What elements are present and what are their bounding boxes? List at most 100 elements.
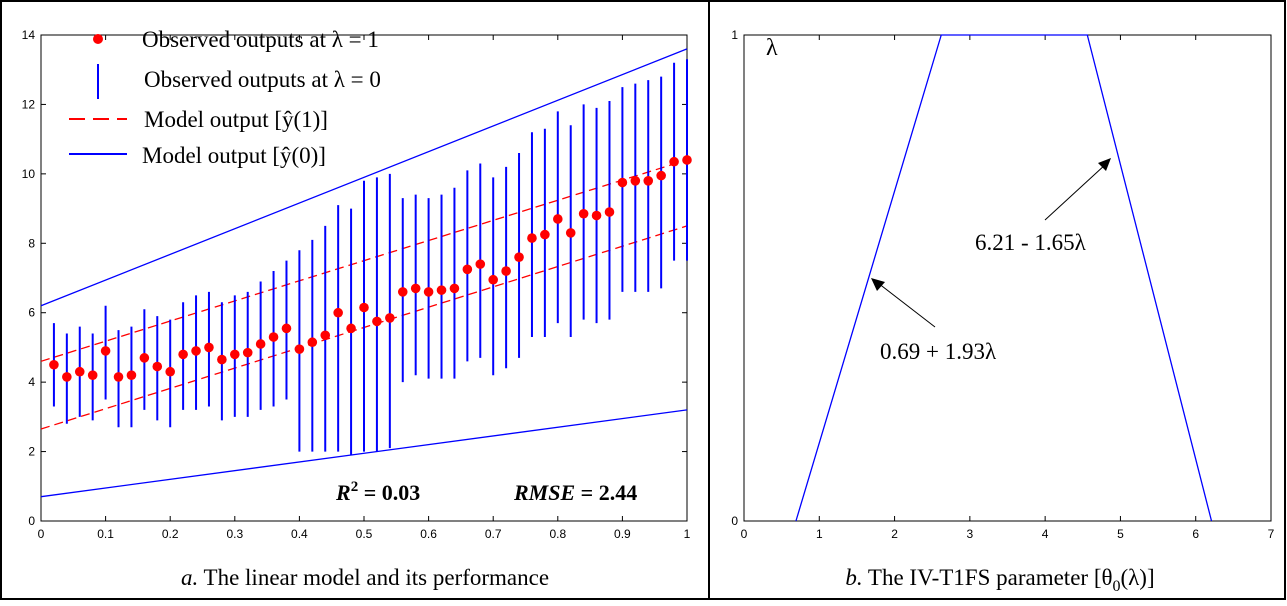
y-tick-label: 0: [28, 514, 35, 528]
observed-1-point: [488, 274, 499, 285]
observed-1-point: [242, 347, 253, 358]
y-tick-label: 8: [28, 236, 35, 250]
rmse-stat: RMSE = 2.44: [513, 480, 637, 505]
observed-1-point: [553, 214, 563, 224]
observed-1-point: [113, 372, 124, 382]
observed-1-point: [591, 210, 602, 221]
r2-value: = 0.03: [358, 480, 420, 505]
panel-b-series: [795, 34, 1213, 522]
legend-observed-0-label: Observed outputs at λ = 0: [144, 67, 381, 92]
observed-1-point: [630, 176, 641, 186]
x-tick-label: 3: [967, 527, 974, 541]
observed-1-point: [669, 156, 679, 167]
observed-1-point: [191, 346, 201, 356]
annotation-left-arrow: [877, 282, 936, 328]
observed-1-point: [656, 170, 666, 181]
observed-1-point: [410, 283, 421, 294]
annotation-left-arrowhead: [871, 278, 885, 291]
y-tick-label: 12: [22, 97, 36, 111]
legend-model-1-label: Model output [ŷ(1)]: [144, 107, 328, 132]
observed-1-point: [230, 349, 240, 360]
observed-1-point: [307, 337, 318, 348]
observed-1-point: [436, 285, 447, 295]
r2-stat: R2 = 0.03: [335, 479, 420, 505]
annotation-right-arrow: [1044, 163, 1107, 221]
observed-1-point: [604, 207, 615, 217]
observed-1-point: [540, 229, 550, 240]
panel-a-caption-text: The linear model and its performance: [198, 565, 549, 590]
x-tick-label: 0.9: [614, 527, 631, 541]
observed-1-point: [320, 330, 331, 341]
x-tick-label: 6: [1192, 527, 1199, 541]
trapezoid-line: [795, 34, 1213, 522]
x-tick-label: 4: [1042, 527, 1049, 541]
panel-a-legend: Observed outputs at λ = 1 Observed outpu…: [69, 27, 381, 168]
annotation-left-label: 0.69 + 1.93λ: [880, 339, 997, 364]
panel-b-axes: 0 1 2 3 4 5 6 7 0 1: [731, 28, 1274, 541]
observed-1-point: [565, 228, 576, 238]
x-tick-label: 0.8: [549, 527, 566, 541]
observed-1-point: [268, 332, 279, 342]
observed-1-point: [617, 177, 628, 188]
r2-label: R: [335, 480, 351, 505]
y-tick-label: 1: [731, 28, 738, 42]
observed-1-point: [578, 208, 589, 219]
observed-1-point: [475, 259, 486, 269]
x-tick-label: 0.7: [485, 527, 502, 541]
observed-1-point: [514, 252, 524, 262]
x-tick-label: 0: [38, 527, 45, 541]
panel-a-caption: a. The linear model and its performance: [181, 565, 549, 590]
panel-b-caption: b. The IV-T1FS parameter [θ0(λ)]: [845, 565, 1154, 595]
annotation-right-arrowhead: [1098, 158, 1111, 171]
panel-a: 0 0.1 0.2 0.3 0.4 0.5 0.6 0.7 0.8 0.9 102468101214…: [22, 27, 692, 590]
x-tick-label: 0.1: [97, 527, 114, 541]
observed-1-point: [178, 349, 188, 360]
observed-1-point: [359, 302, 369, 313]
observed-1-point: [152, 361, 163, 372]
legend-observed-1-marker: [93, 34, 103, 44]
x-tick-label: 7: [1268, 527, 1275, 541]
observed-1-point: [204, 342, 214, 353]
observed-1-point: [74, 366, 85, 377]
observed-1-point: [372, 316, 382, 327]
x-tick-label: 1: [816, 527, 823, 541]
observed-1-point: [643, 176, 654, 186]
x-tick-label: 0.3: [226, 527, 243, 541]
observed-1-point: [527, 233, 537, 243]
x-tick-label: 0.5: [356, 527, 373, 541]
y-tick-label: 2: [28, 445, 35, 459]
observed-1-point: [294, 344, 305, 354]
y-tick-label: 10: [22, 167, 36, 181]
observed-1-point: [139, 353, 150, 363]
observed-1-point: [333, 307, 343, 318]
observed-1-point: [62, 372, 72, 382]
y-tick-label: 0: [731, 514, 738, 528]
y-tick-label: 6: [28, 306, 35, 320]
observed-1-point: [449, 283, 460, 294]
model-0-line: [40, 409, 688, 498]
observed-1-point: [397, 287, 408, 297]
x-tick-label: 0.4: [291, 527, 308, 541]
x-tick-label: 5: [1117, 527, 1124, 541]
observed-1-point: [255, 339, 266, 349]
x-tick-label: 1: [684, 527, 691, 541]
x-tick-label: 0.2: [162, 527, 179, 541]
observed-1-point: [49, 359, 59, 370]
r2-superscript: 2: [351, 479, 359, 495]
panel-a-caption-letter: a.: [181, 565, 198, 590]
rmse-label: RMSE: [513, 480, 575, 505]
panel-b-annotations: 6.21 - 1.65λ 0.69 + 1.93λ: [871, 158, 1111, 364]
observed-1-point: [281, 323, 292, 334]
y-tick-label: 4: [28, 375, 35, 389]
model-0-line: [40, 48, 688, 307]
observed-1-point: [385, 313, 395, 323]
x-tick-label: 0: [741, 527, 748, 541]
rmse-value: = 2.44: [575, 480, 637, 505]
panel-b: 0 1 2 3 4 5 6 7 0 1 λ 6.21 - 1.65λ 0.69 + 1.93λ b…: [731, 28, 1274, 595]
x-tick-label: 0.6: [420, 527, 437, 541]
observed-1-point: [87, 370, 98, 381]
